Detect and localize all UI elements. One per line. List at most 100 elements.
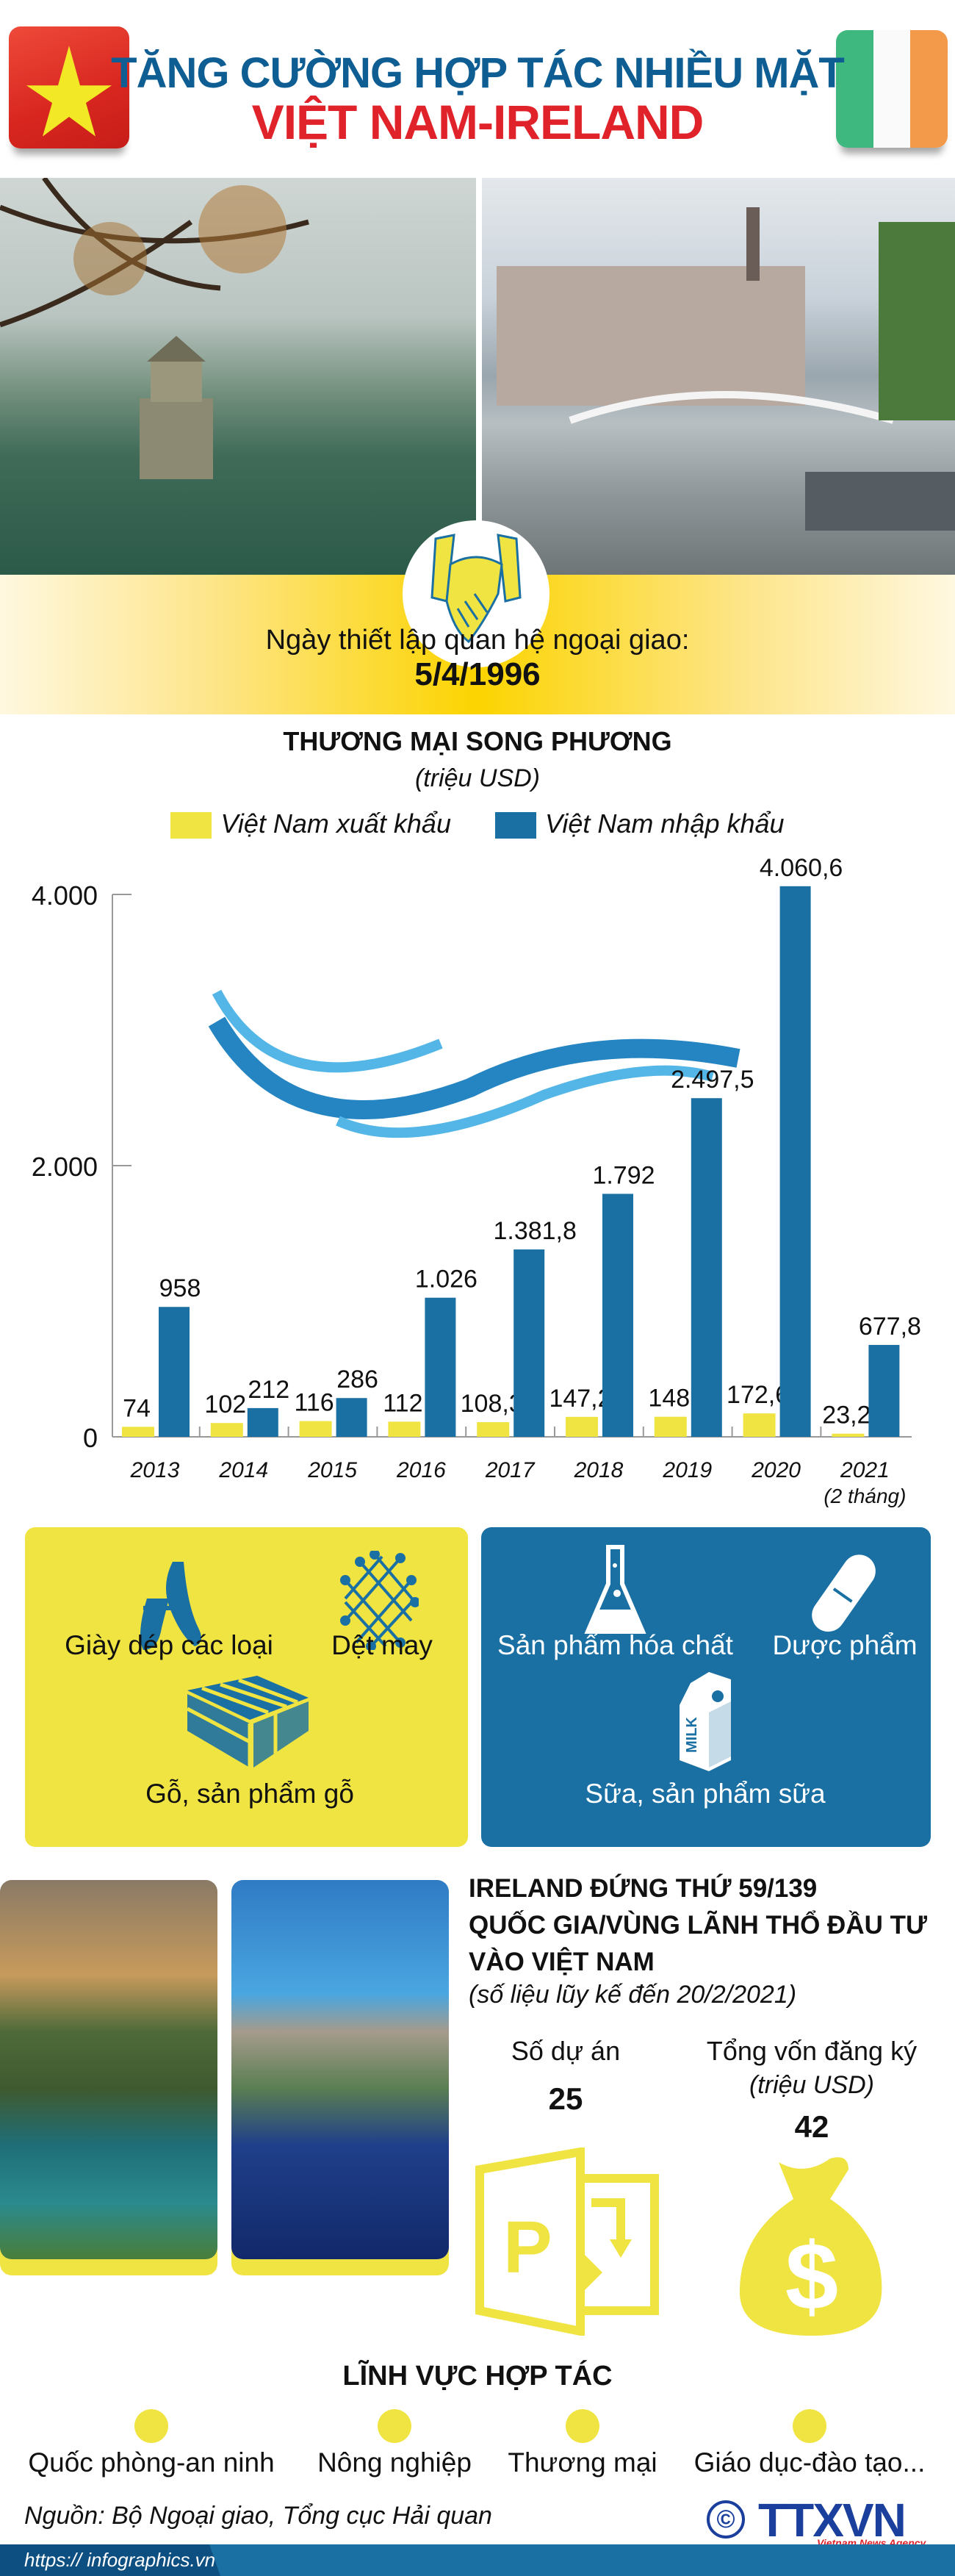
export-item-label: Giày dép các loại <box>65 1630 273 1660</box>
bullet-dot <box>566 2409 599 2443</box>
bar-export <box>832 1433 865 1437</box>
bar-import <box>779 886 811 1437</box>
heading-line: QUỐC GIA/VÙNG LÃNH THỔ ĐẦU TƯ <box>469 1911 928 1940</box>
hanoi-lake-photo <box>0 176 476 575</box>
shoes-icon <box>140 1562 201 1650</box>
bar-export <box>566 1416 598 1437</box>
legend-item-import: Việt Nam nhập khẩu <box>494 808 785 839</box>
legend-item-export: Việt Nam xuất khẩu <box>170 808 451 839</box>
bar-export <box>210 1423 243 1437</box>
import-item-label: Dược phẩm <box>772 1630 918 1660</box>
data-label-export: 148 <box>648 1385 690 1413</box>
x-tick-note: (2 tháng) <box>824 1485 906 1507</box>
data-label-import: 1.792 <box>592 1161 655 1189</box>
bar-export <box>122 1427 154 1437</box>
milk-label: MILK <box>684 1717 700 1753</box>
data-label-export: 108,3 <box>461 1390 523 1418</box>
y-tick-label: 4.000 <box>32 880 98 911</box>
handshake-icon <box>430 534 522 644</box>
chart-unit: (triệu USD) <box>414 764 541 792</box>
bullet-dot <box>134 2409 168 2443</box>
bar-export <box>477 1422 510 1437</box>
cliffs-photo <box>0 1880 217 2259</box>
pill-icon <box>812 1554 876 1632</box>
bar-import <box>159 1307 190 1437</box>
fields-title: LĨNH VỰC HỢP TÁC <box>342 2361 613 2392</box>
x-tick-label: 2021 <box>840 1458 890 1482</box>
x-tick-label: 2017 <box>485 1458 536 1482</box>
vietnam-flag <box>9 26 129 148</box>
export-item-label: Gỗ, sản phẩm gỗ <box>145 1779 354 1809</box>
data-label-import: 958 <box>159 1274 201 1302</box>
data-label-export: 74 <box>123 1394 151 1422</box>
diplomatic-label: Ngày thiết lập quan hệ ngoại giao: <box>265 625 690 656</box>
projects-label: Số dự án <box>511 2036 621 2066</box>
data-label-import: 4.060,6 <box>760 854 843 882</box>
bar-import <box>425 1297 456 1437</box>
capital-unit: (triệu USD) <box>749 2071 875 2099</box>
capital-label: Tổng vốn đăng ký <box>706 2036 918 2066</box>
legend-swatch-import <box>494 812 536 839</box>
bar-import <box>247 1407 278 1437</box>
x-tick-label: 2020 <box>751 1458 801 1482</box>
import-item-label: Sữa, sản phẩm sữa <box>585 1779 826 1809</box>
bar-import <box>868 1344 900 1437</box>
data-label-import: 677,8 <box>859 1313 921 1341</box>
bar-import <box>602 1194 633 1437</box>
page-subtitle: VIỆT NAM-IRELAND <box>251 95 704 149</box>
data-label-import: 212 <box>248 1376 289 1404</box>
field-item: Quốc phòng-an ninh <box>28 2447 275 2478</box>
wood-pallet-icon <box>187 1676 309 1768</box>
projects-value: 25 <box>548 2081 583 2116</box>
ttxvn-logo: TTXVN <box>758 2494 907 2547</box>
data-label-export: 116 <box>294 1389 334 1417</box>
data-label-export: 147,2 <box>549 1385 611 1413</box>
diplomatic-date: 5/4/1996 <box>414 656 541 692</box>
x-tick-label: 2016 <box>396 1458 446 1482</box>
legend-label-export: Việt Nam xuất khẩu <box>220 808 451 839</box>
y-tick-label: 0 <box>83 1423 98 1453</box>
legend-label-import: Việt Nam nhập khẩu <box>544 808 785 839</box>
textile-icon <box>340 1551 419 1650</box>
ireland-flag <box>836 30 948 148</box>
milk-carton-icon: MILK <box>680 1672 731 1771</box>
data-label-export: 172,6 <box>727 1381 789 1409</box>
star-icon <box>26 46 112 137</box>
capital-value: 42 <box>794 2109 829 2144</box>
y-tick-label: 2.000 <box>32 1152 98 1182</box>
source-note: Nguồn: Bộ Ngoại giao, Tổng cục Hải quan <box>24 2502 492 2530</box>
x-tick-label: 2019 <box>662 1458 712 1482</box>
page-title: TĂNG CƯỜNG HỢP TÁC NHIỀU MẶT <box>111 49 845 97</box>
footer-url-tab <box>0 2544 220 2576</box>
chart-legend: Việt Nam xuất khẩu Việt Nam nhập khẩu <box>0 808 955 839</box>
investment-note: (số liệu lũy kế đến 20/2/2021) <box>469 1981 797 2009</box>
bridge-scene <box>497 207 955 531</box>
bar-export <box>299 1421 332 1437</box>
bar-export <box>388 1421 421 1437</box>
data-label-import: 1.381,8 <box>493 1217 576 1245</box>
field-item: Nông nghiệp <box>317 2447 472 2478</box>
x-tick-label: 2014 <box>218 1458 268 1482</box>
heading-line: IRELAND ĐỨNG THỨ 59/139 <box>469 1874 818 1903</box>
wave-decoration <box>208 989 740 1138</box>
svg-text:$: $ <box>785 2222 838 2330</box>
data-label-import: 1.026 <box>415 1266 478 1294</box>
field-item: Giáo dục-đào tạo... <box>693 2447 926 2478</box>
data-label-export: 112 <box>383 1389 422 1417</box>
dublin-bridge-photo <box>482 178 955 575</box>
bullet-dot <box>793 2409 826 2443</box>
import-item-label: Sản phẩm hóa chất <box>497 1630 733 1660</box>
flask-icon <box>584 1545 646 1634</box>
data-label-export: 102 <box>204 1391 246 1418</box>
copyright-icon: © <box>707 2500 745 2539</box>
bar-import <box>336 1398 367 1437</box>
bar-export <box>654 1416 687 1437</box>
project-icon: P <box>475 2148 659 2336</box>
site-link[interactable]: https:// infographics.vn <box>24 2549 216 2571</box>
svg-text:P: P <box>503 2206 552 2289</box>
legend-swatch-export <box>170 812 212 839</box>
heading-line: VÀO VIỆT NAM <box>469 1948 655 1976</box>
export-item-label: Dệt may <box>331 1630 433 1660</box>
bar-import <box>513 1249 545 1437</box>
